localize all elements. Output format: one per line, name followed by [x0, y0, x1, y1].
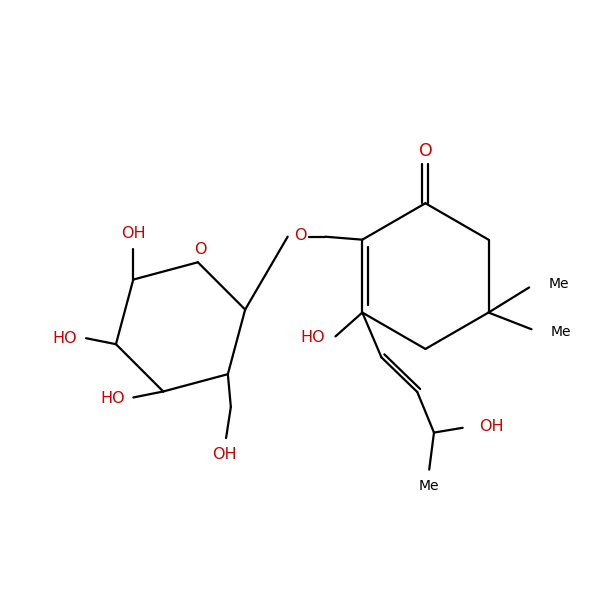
Text: O: O — [294, 228, 307, 243]
Text: Me: Me — [548, 277, 569, 292]
Text: OH: OH — [121, 226, 146, 241]
Text: HO: HO — [100, 391, 125, 406]
Text: O: O — [419, 142, 432, 160]
Text: Me: Me — [551, 325, 571, 339]
Text: HO: HO — [53, 331, 77, 346]
Text: OH: OH — [479, 419, 503, 434]
Text: OH: OH — [212, 447, 237, 462]
Text: Me: Me — [419, 479, 439, 493]
Text: HO: HO — [301, 330, 325, 345]
Text: O: O — [194, 242, 207, 257]
